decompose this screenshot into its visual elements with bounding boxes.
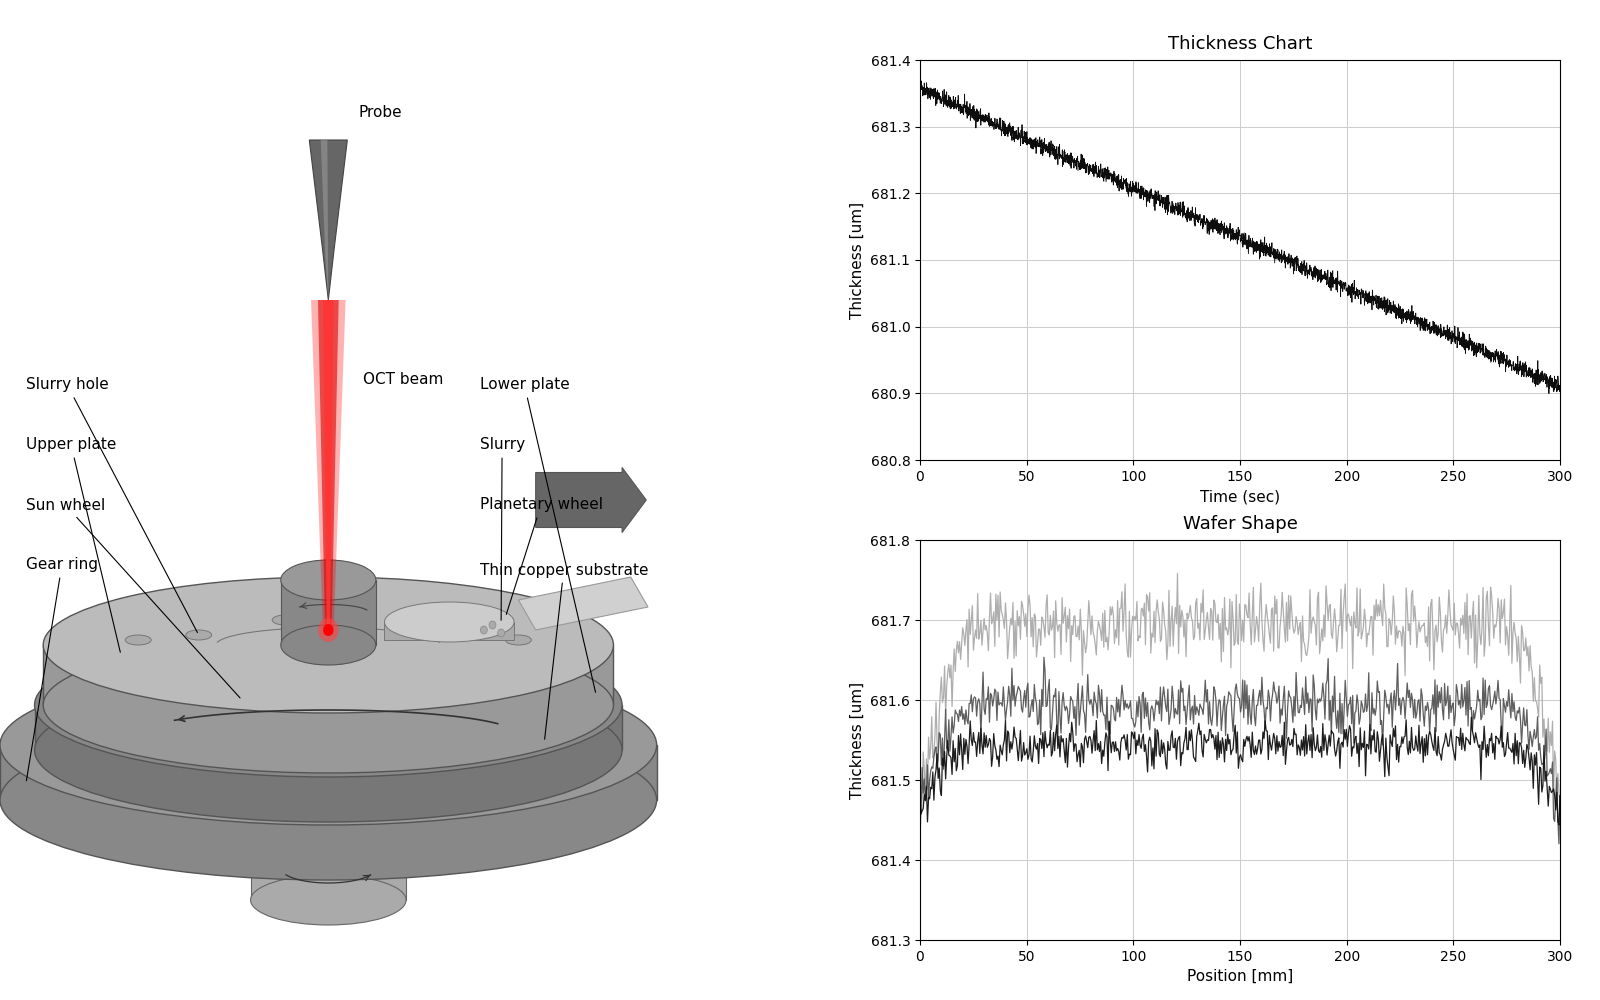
Ellipse shape [445,630,470,640]
Line: 100sec: 100sec [920,574,1560,838]
Circle shape [480,626,488,634]
Ellipse shape [43,637,613,773]
Polygon shape [323,300,333,635]
100sec [1075,636,1094,648]
200sec [1034,651,1053,663]
Text: Gear ring: Gear ring [26,558,98,781]
Polygon shape [282,580,376,645]
200sec [1288,706,1307,718]
X-axis label: Time (sec): Time (sec) [1200,489,1280,504]
100sec [1339,608,1358,620]
Ellipse shape [125,635,152,645]
Ellipse shape [43,577,613,713]
Text: Slurry hole: Slurry hole [26,377,197,633]
Ellipse shape [251,795,406,845]
200sec [1550,790,1570,802]
Polygon shape [251,820,406,900]
Polygon shape [320,140,328,300]
Ellipse shape [251,875,406,925]
Line: 300sec: 300sec [920,717,1560,825]
FancyArrow shape [536,468,646,532]
Title: Thickness Chart: Thickness Chart [1168,35,1312,53]
Text: Lower plate: Lower plate [480,377,595,692]
200sec [1339,698,1358,710]
Text: Slurry: Slurry [480,438,525,620]
100sec [1288,628,1307,640]
Polygon shape [384,622,514,640]
Text: Probe: Probe [358,105,402,120]
Circle shape [318,618,339,642]
Ellipse shape [35,678,622,822]
Text: Planetary wheel: Planetary wheel [480,497,603,614]
Polygon shape [309,140,347,300]
Ellipse shape [0,665,656,825]
Y-axis label: Thickness [um]: Thickness [um] [850,681,866,799]
Y-axis label: Thickness [um]: Thickness [um] [850,201,866,319]
300sec [1200,724,1219,736]
Ellipse shape [35,633,622,777]
Text: OCT beam: OCT beam [363,372,443,387]
Ellipse shape [282,625,376,665]
200sec [1394,691,1413,703]
Ellipse shape [506,635,531,645]
300sec [1462,711,1482,723]
300sec [1075,733,1094,745]
300sec [1338,740,1357,752]
300sec [1288,749,1307,761]
200sec [1202,714,1221,726]
300sec [1550,790,1570,802]
100sec [1202,602,1221,614]
Circle shape [490,621,496,629]
Line: 200sec: 200sec [920,657,1560,844]
Polygon shape [0,745,656,800]
100sec [910,832,930,844]
Circle shape [323,624,333,636]
300sec [1392,731,1411,743]
300sec [1024,745,1043,757]
Polygon shape [310,300,346,635]
Ellipse shape [282,560,376,600]
200sec [1024,706,1043,718]
Text: Thin copper substrate: Thin copper substrate [480,562,648,739]
300sec [910,795,930,807]
Circle shape [498,629,504,637]
Text: Sun wheel: Sun wheel [26,497,240,698]
Polygon shape [318,300,339,635]
Polygon shape [518,577,648,630]
100sec [1550,802,1570,814]
Ellipse shape [0,720,656,880]
200sec [910,810,930,822]
200sec [1549,838,1568,850]
100sec [1024,641,1043,653]
Ellipse shape [384,602,514,642]
Ellipse shape [272,615,298,625]
100sec [1394,620,1413,632]
Title: Wafer Shape: Wafer Shape [1182,515,1298,533]
300sec [1549,819,1568,831]
X-axis label: Position [mm]: Position [mm] [1187,969,1293,984]
200sec [1077,726,1096,738]
Polygon shape [35,705,622,750]
100sec [1168,568,1187,580]
Ellipse shape [186,630,211,640]
Polygon shape [43,645,613,705]
Text: Upper plate: Upper plate [26,438,120,652]
